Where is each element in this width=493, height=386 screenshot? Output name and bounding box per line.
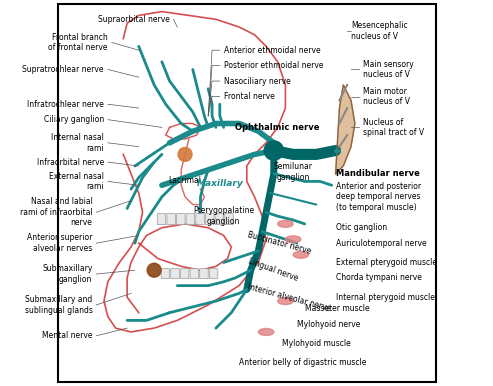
Text: Anterior superior
alveolar nerves: Anterior superior alveolar nerves <box>27 234 92 253</box>
Text: Anterior and posterior
deep temporal nerves
(to temporal muscle): Anterior and posterior deep temporal ner… <box>336 182 421 212</box>
FancyBboxPatch shape <box>176 213 185 225</box>
Text: Anterior belly of digastric muscle: Anterior belly of digastric muscle <box>239 358 366 367</box>
Ellipse shape <box>293 251 309 258</box>
FancyBboxPatch shape <box>196 213 204 225</box>
Ellipse shape <box>278 220 293 227</box>
FancyBboxPatch shape <box>225 213 233 225</box>
Circle shape <box>178 147 192 161</box>
Text: Ciliary ganglion: Ciliary ganglion <box>44 115 104 124</box>
FancyBboxPatch shape <box>186 213 195 225</box>
FancyBboxPatch shape <box>167 213 176 225</box>
Text: Internal nasal
rami: Internal nasal rami <box>51 133 104 152</box>
Text: Supraorbital nerve: Supraorbital nerve <box>98 15 170 24</box>
Text: Main sensory
nucleus of V: Main sensory nucleus of V <box>362 60 413 79</box>
Text: Infratrochlear nerve: Infratrochlear nerve <box>27 100 104 109</box>
Text: Submaxillary and
sublingual glands: Submaxillary and sublingual glands <box>25 295 92 315</box>
Text: Auriculotemporal nerve: Auriculotemporal nerve <box>336 239 426 248</box>
FancyBboxPatch shape <box>180 269 189 279</box>
Ellipse shape <box>285 236 301 243</box>
FancyBboxPatch shape <box>210 269 218 279</box>
Text: Main motor
nucleus of V: Main motor nucleus of V <box>362 87 410 106</box>
Ellipse shape <box>258 328 274 335</box>
Text: External nasal
rami: External nasal rami <box>49 172 104 191</box>
FancyBboxPatch shape <box>215 213 224 225</box>
Ellipse shape <box>278 298 293 305</box>
Text: Frontal branch
of frontal nerve: Frontal branch of frontal nerve <box>48 33 108 52</box>
Text: Masseter muscle: Masseter muscle <box>305 304 369 313</box>
Text: Infraorbital nerve: Infraorbital nerve <box>37 157 104 167</box>
Text: Mylohyoid muscle: Mylohyoid muscle <box>282 339 351 348</box>
Text: Mylohyoid nerve: Mylohyoid nerve <box>297 320 360 329</box>
Text: Frontal nerve: Frontal nerve <box>224 92 275 101</box>
FancyBboxPatch shape <box>190 269 199 279</box>
Text: External pterygoid muscle: External pterygoid muscle <box>336 258 437 267</box>
Text: Semilunar
ganglion: Semilunar ganglion <box>274 162 313 181</box>
Text: Interior alveolar nerve: Interior alveolar nerve <box>247 282 332 313</box>
Text: Nucleus of
spinal tract of V: Nucleus of spinal tract of V <box>362 118 423 137</box>
Text: Pterygopalatine
ganglion: Pterygopalatine ganglion <box>193 207 254 226</box>
FancyBboxPatch shape <box>157 213 166 225</box>
Polygon shape <box>336 85 355 174</box>
Text: Mental nerve: Mental nerve <box>42 331 92 340</box>
Text: Ophthalmic nerve: Ophthalmic nerve <box>235 123 320 132</box>
Text: Internal pterygoid muscle: Internal pterygoid muscle <box>336 293 434 302</box>
FancyBboxPatch shape <box>206 213 214 225</box>
Text: Nasociliary nerve: Nasociliary nerve <box>224 76 290 86</box>
FancyBboxPatch shape <box>161 269 170 279</box>
Text: Otic ganglion: Otic ganglion <box>336 223 387 232</box>
Circle shape <box>264 141 283 160</box>
Text: Buccinator nerve: Buccinator nerve <box>247 230 312 256</box>
Text: Mandibular nerve: Mandibular nerve <box>336 169 420 178</box>
Text: Submaxillary
ganglion: Submaxillary ganglion <box>42 264 92 284</box>
Text: Supratrochlear nerve: Supratrochlear nerve <box>23 65 104 74</box>
Text: Chorda tympani nerve: Chorda tympani nerve <box>336 273 422 283</box>
Text: Posterior ethmoidal nerve: Posterior ethmoidal nerve <box>224 61 323 70</box>
Text: Nasal and labial
rami of infraorbital
nerve: Nasal and labial rami of infraorbital ne… <box>20 197 92 227</box>
Text: Maxillary: Maxillary <box>196 179 243 188</box>
Text: Anterior ethmoidal nerve: Anterior ethmoidal nerve <box>224 46 320 55</box>
Text: Lacrimal: Lacrimal <box>169 176 202 185</box>
Text: Lingual nerve: Lingual nerve <box>247 257 299 283</box>
FancyBboxPatch shape <box>171 269 179 279</box>
FancyBboxPatch shape <box>200 269 208 279</box>
Text: Mesencephalic
nucleus of V: Mesencephalic nucleus of V <box>351 21 408 41</box>
Circle shape <box>147 263 161 277</box>
